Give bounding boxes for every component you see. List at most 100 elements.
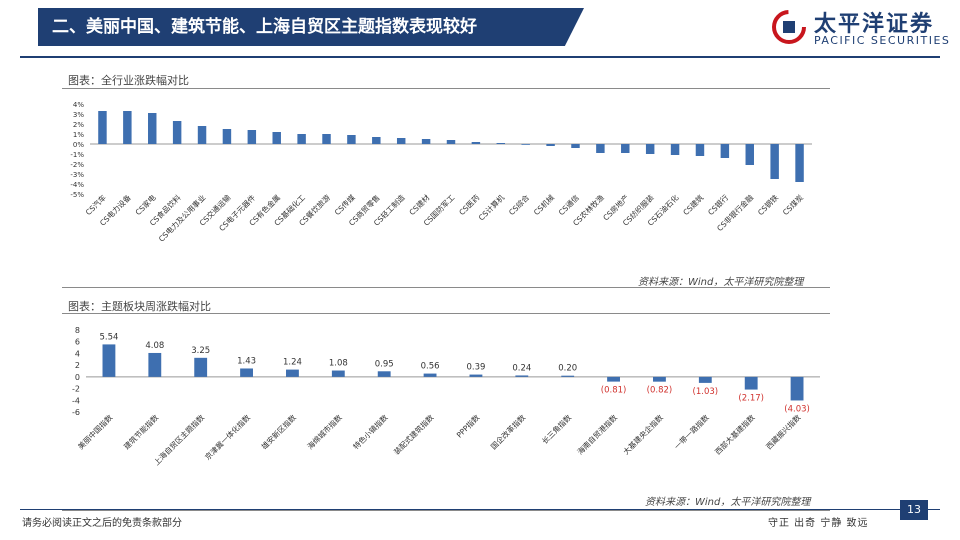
theme-category-label: 特色小镇指数	[351, 412, 390, 451]
industry-category-label: CS汽车	[83, 192, 108, 217]
industry-category-label: CS钢铁	[755, 192, 780, 217]
industry-category-label: CS医药	[457, 192, 482, 217]
industry-ytick-label: -4%	[70, 181, 84, 189]
industry-bar	[471, 142, 481, 144]
industry-ytick-label: 0%	[73, 141, 84, 149]
theme-ytick-label: 2	[75, 361, 80, 370]
theme-category-label: 上海自贸区主题指数	[151, 412, 206, 467]
industry-category-label: CS建筑	[681, 192, 706, 217]
theme-bar	[744, 376, 758, 390]
theme-category-label: 西藏振兴指数	[764, 412, 803, 451]
industry-bar	[123, 111, 132, 144]
industry-bar	[247, 130, 257, 144]
industry-bar	[795, 144, 804, 182]
theme-data-label: 4.08	[145, 341, 164, 351]
theme-category-label: 海南自贸港指数	[575, 412, 620, 457]
logo-text-en: PACIFIC SECURITIES	[814, 34, 951, 47]
theme-bar	[515, 375, 529, 377]
industry-bar	[222, 129, 232, 144]
theme-bar	[653, 376, 666, 382]
industry-bar	[496, 143, 506, 144]
industry-ytick-label: -5%	[70, 191, 84, 199]
theme-bar	[607, 376, 620, 382]
industry-category-label: CS机械	[531, 192, 556, 217]
industry-category-label: CS银行	[706, 192, 731, 217]
industry-bar	[446, 140, 456, 144]
industry-category-label: CS通信	[556, 192, 581, 217]
theme-bar	[561, 375, 575, 377]
theme-data-label: (2.17)	[738, 394, 764, 404]
industry-ytick-label: 2%	[73, 121, 84, 129]
industry-bar	[745, 144, 754, 165]
industry-ytick-label: -2%	[70, 161, 84, 169]
theme-bar	[240, 368, 253, 377]
bottom-chart-frame	[62, 313, 830, 511]
theme-data-label: 0.56	[421, 362, 440, 372]
theme-category-label: 长三角指数	[540, 412, 574, 446]
theme-category-label: 京津冀一体化指数	[202, 412, 252, 462]
theme-data-label: 5.54	[99, 332, 118, 342]
theme-ytick-label: 6	[75, 338, 80, 347]
theme-data-label: 3.25	[191, 346, 210, 356]
industry-bar	[98, 111, 107, 144]
logo-mark-icon	[772, 10, 806, 44]
theme-data-label: 0.20	[558, 364, 577, 374]
theme-category-label: 海绵城市指数	[305, 412, 344, 451]
theme-bar	[377, 371, 391, 377]
industry-ytick-label: -3%	[70, 171, 84, 179]
header-divider	[20, 56, 940, 58]
theme-category-label: 装配式建筑指数	[391, 412, 436, 457]
theme-bar	[148, 352, 162, 377]
industry-bar	[347, 135, 356, 144]
industry-ytick-label: -1%	[70, 151, 84, 159]
industry-category-label: CS综合	[506, 192, 531, 217]
footer-divider	[20, 509, 940, 510]
theme-bar	[698, 376, 712, 383]
theme-data-label: (0.81)	[601, 386, 627, 396]
industry-bar	[670, 144, 680, 155]
industry-category-label: CS煤炭	[780, 192, 805, 217]
industry-bar	[521, 144, 530, 145]
theme-category-label: 一带一路指数	[672, 412, 711, 451]
theme-bar	[331, 370, 345, 377]
industry-bar	[546, 144, 555, 146]
industry-category-label: CS传媒	[332, 192, 357, 217]
slide-title: 二、美丽中国、建筑节能、上海自贸区主题指数表现较好	[38, 8, 584, 46]
theme-ytick-label: 0	[75, 373, 80, 382]
industry-bar	[197, 126, 207, 144]
industry-bar	[421, 139, 431, 144]
page-number: 13	[900, 500, 928, 520]
industry-bar	[695, 144, 705, 156]
theme-bar	[194, 357, 208, 377]
theme-ytick-label: 4	[75, 349, 80, 358]
theme-category-label: 大基建央企指数	[621, 412, 666, 457]
theme-data-label: 1.43	[237, 356, 256, 366]
theme-data-label: 1.08	[329, 359, 348, 369]
industry-ytick-label: 4%	[73, 101, 84, 109]
industry-bar	[621, 144, 630, 153]
top-chart-frame	[62, 88, 830, 288]
industry-bar	[297, 134, 306, 144]
theme-category-label: 美丽中国指数	[75, 412, 114, 451]
theme-category-label: 建筑节能指数	[121, 412, 160, 451]
theme-bar	[790, 376, 804, 401]
top-chart-title: 图表：全行业涨跌幅对比	[68, 74, 189, 87]
industry-bar	[720, 144, 730, 158]
theme-category-label: 西部大基建指数	[712, 412, 757, 457]
theme-bar	[423, 373, 437, 377]
theme-data-label: (1.03)	[693, 387, 719, 397]
theme-data-label: 0.24	[512, 363, 531, 373]
logo-text-cn: 太平洋证券	[814, 12, 935, 37]
theme-bar	[286, 369, 299, 377]
industry-bar	[172, 121, 182, 144]
footer-disclaimer: 请务必阅读正文之后的免责条款部分	[22, 518, 182, 529]
theme-data-label: 0.39	[466, 363, 485, 373]
footer-motto: 守正 出奇 宁静 致远	[768, 518, 869, 529]
industry-ytick-label: 3%	[73, 111, 84, 119]
industry-bar	[272, 132, 281, 144]
theme-data-label: (0.82)	[647, 386, 673, 396]
industry-category-label: CS家电	[133, 192, 158, 217]
industry-ytick-label: 1%	[73, 131, 84, 139]
industry-bar	[322, 134, 331, 144]
